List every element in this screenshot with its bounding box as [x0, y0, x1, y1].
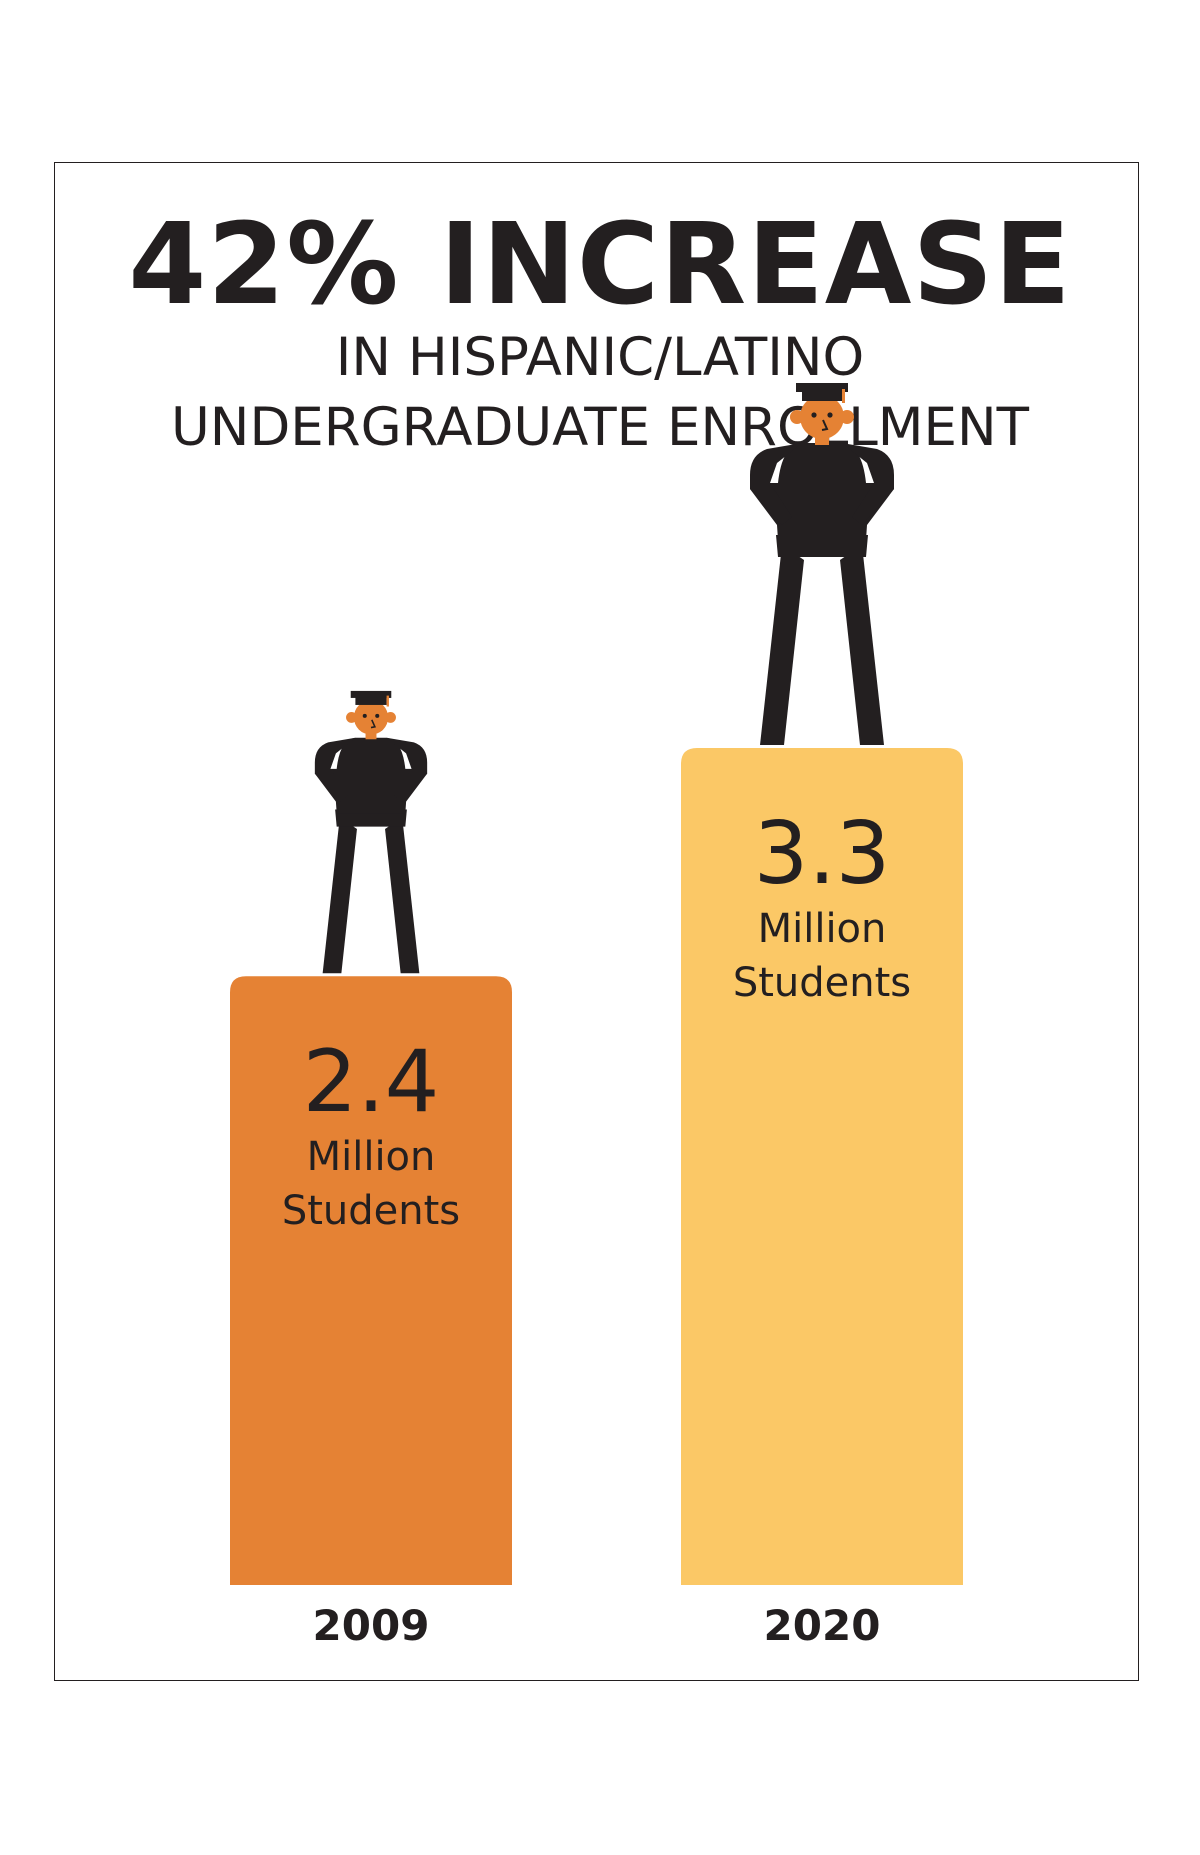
bar-unit-million-2009: Million — [306, 1134, 436, 1181]
x-tick-label-2020: 2020 — [763, 1601, 881, 1650]
graduate-figure-2020 — [750, 383, 894, 745]
bar-unit-students-2009: Students — [281, 1188, 461, 1235]
bar-unit-students-2020: Students — [732, 960, 912, 1006]
bar-unit-million-2020: Million — [757, 906, 887, 952]
bar-label-2009: 2.4 Million Students — [230, 1034, 512, 1238]
bar-value-2009: 2.4 — [302, 1032, 440, 1133]
bar-2020 — [681, 748, 963, 1585]
chart-subtitle-line-1: IN HISPANIC/LATINO — [335, 327, 865, 388]
graduate-figure-2009 — [314, 690, 428, 974]
bar-label-2020: 3.3 Million Students — [681, 806, 963, 1010]
x-tick-label-2009: 2009 — [312, 1601, 430, 1650]
chart-subtitle-line-2: UNDERGRADUATE ENROLLMENT — [171, 397, 1029, 458]
chart-title: 42% INCREASE — [128, 200, 1072, 330]
bar-2009 — [230, 976, 512, 1585]
bar-value-2020: 3.3 — [753, 804, 891, 904]
